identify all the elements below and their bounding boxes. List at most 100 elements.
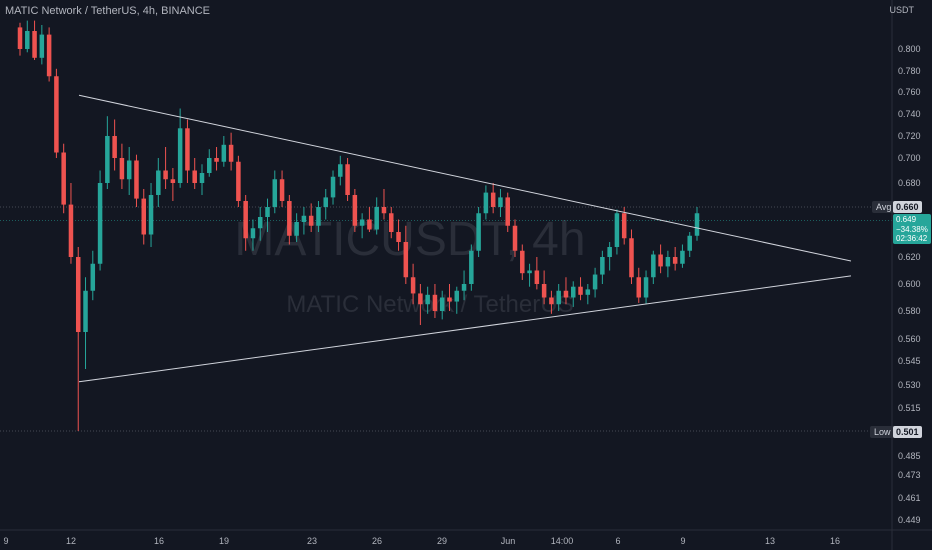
candle-body[interactable] bbox=[643, 277, 649, 298]
price-axis[interactable]: 0.800 0.780 0.760 0.740 0.720 0.700 0.680 0.620… bbox=[898, 44, 921, 525]
candle-body[interactable] bbox=[39, 34, 45, 58]
candle-body[interactable] bbox=[694, 213, 700, 236]
candle-body[interactable] bbox=[90, 263, 96, 291]
candle-body[interactable] bbox=[425, 294, 430, 305]
candle-body[interactable] bbox=[126, 160, 132, 180]
candle-body[interactable] bbox=[330, 176, 336, 198]
candle-body[interactable] bbox=[563, 290, 569, 298]
candle-body[interactable] bbox=[592, 274, 598, 290]
candle-body[interactable] bbox=[614, 213, 620, 247]
candle-body[interactable] bbox=[112, 136, 117, 158]
candle-body[interactable] bbox=[374, 207, 379, 230]
candle-body[interactable] bbox=[46, 34, 52, 77]
candle-body[interactable] bbox=[207, 158, 212, 173]
candle-body[interactable] bbox=[600, 257, 605, 275]
candle-body[interactable] bbox=[243, 201, 248, 239]
candle-body[interactable] bbox=[541, 284, 547, 298]
candle-body[interactable] bbox=[83, 290, 88, 332]
candle-body[interactable] bbox=[432, 294, 438, 311]
candle-body[interactable] bbox=[141, 198, 147, 235]
candle-body[interactable] bbox=[549, 297, 554, 305]
candle-body[interactable] bbox=[177, 128, 183, 183]
candle-body[interactable] bbox=[454, 290, 460, 302]
time-axis[interactable]: 9 12 16 19 23 26 29 Jun 14:00 6 9 13 16 bbox=[3, 536, 840, 546]
candle-body[interactable] bbox=[170, 179, 176, 183]
candle-body[interactable] bbox=[476, 213, 481, 251]
candle-body[interactable] bbox=[396, 232, 401, 242]
candle-body[interactable] bbox=[338, 164, 343, 177]
candle-body[interactable] bbox=[185, 128, 190, 171]
candle-body[interactable] bbox=[352, 195, 358, 226]
candle-body[interactable] bbox=[75, 257, 81, 332]
candle-body[interactable] bbox=[228, 144, 234, 162]
candle-body[interactable] bbox=[651, 254, 656, 278]
candle-body[interactable] bbox=[585, 289, 591, 295]
candle-body[interactable] bbox=[520, 250, 525, 274]
candle-body[interactable] bbox=[308, 215, 314, 226]
candle-body[interactable] bbox=[294, 222, 299, 236]
candle-body[interactable] bbox=[461, 284, 467, 291]
candle-body[interactable] bbox=[658, 254, 663, 267]
candle-body[interactable] bbox=[570, 286, 576, 298]
candles-layer[interactable] bbox=[17, 20, 700, 431]
candle-body[interactable] bbox=[61, 152, 66, 205]
candle-body[interactable] bbox=[527, 270, 532, 274]
candle-body[interactable] bbox=[287, 201, 292, 236]
candle-body[interactable] bbox=[512, 225, 518, 251]
candle-body[interactable] bbox=[607, 247, 612, 257]
candle-body[interactable] bbox=[323, 197, 328, 207]
candle-body[interactable] bbox=[192, 170, 197, 184]
candle-body[interactable] bbox=[381, 207, 387, 214]
candle-body[interactable] bbox=[687, 235, 692, 251]
candle-body[interactable] bbox=[410, 277, 416, 294]
candle-body[interactable] bbox=[403, 242, 409, 278]
candle-body[interactable] bbox=[163, 170, 168, 180]
candle-body[interactable] bbox=[32, 31, 37, 58]
candle-body[interactable] bbox=[301, 215, 307, 222]
candle-body[interactable] bbox=[629, 238, 634, 278]
candle-body[interactable] bbox=[345, 164, 350, 195]
candle-body[interactable] bbox=[665, 257, 671, 267]
candle-body[interactable] bbox=[134, 160, 139, 199]
candle-body[interactable] bbox=[483, 192, 489, 214]
candle-body[interactable] bbox=[556, 290, 561, 305]
candle-body[interactable] bbox=[578, 286, 583, 295]
symbol-description[interactable]: MATIC Network / TetherUS bbox=[5, 5, 137, 17]
candle-body[interactable] bbox=[367, 219, 372, 230]
interval-label[interactable]: 4h bbox=[142, 5, 155, 17]
candle-body[interactable] bbox=[257, 217, 263, 229]
candle-body[interactable] bbox=[418, 293, 423, 305]
trendline-upper[interactable] bbox=[78, 94, 852, 262]
candle-body[interactable] bbox=[68, 204, 74, 257]
candle-body[interactable] bbox=[316, 207, 321, 226]
candle-body[interactable] bbox=[621, 213, 627, 239]
candle-body[interactable] bbox=[439, 297, 445, 312]
candle-body[interactable] bbox=[25, 31, 30, 49]
candle-body[interactable] bbox=[156, 170, 161, 196]
candle-body[interactable] bbox=[199, 173, 205, 183]
candle-body[interactable] bbox=[105, 136, 110, 183]
candle-body[interactable] bbox=[490, 192, 496, 207]
candle-body[interactable] bbox=[498, 197, 503, 207]
candle-body[interactable] bbox=[119, 158, 125, 180]
candle-body[interactable] bbox=[359, 219, 365, 226]
candle-body[interactable] bbox=[447, 297, 452, 302]
trendline-lower[interactable] bbox=[78, 275, 852, 383]
candle-body[interactable] bbox=[389, 213, 394, 232]
candle-body[interactable] bbox=[265, 207, 270, 217]
candle-body[interactable] bbox=[680, 250, 685, 264]
trendlines-layer[interactable] bbox=[78, 94, 852, 383]
candle-body[interactable] bbox=[272, 179, 278, 207]
candle-body[interactable] bbox=[221, 144, 227, 162]
candle-body[interactable] bbox=[469, 250, 474, 284]
candle-body[interactable] bbox=[214, 158, 219, 162]
candle-body[interactable] bbox=[505, 197, 510, 226]
candle-body[interactable] bbox=[534, 270, 540, 285]
candle-body[interactable] bbox=[97, 183, 103, 264]
candle-body[interactable] bbox=[250, 228, 256, 239]
candle-body[interactable] bbox=[17, 27, 23, 49]
candle-body[interactable] bbox=[148, 195, 154, 235]
candle-body[interactable] bbox=[672, 257, 678, 264]
candle-body[interactable] bbox=[279, 179, 285, 201]
